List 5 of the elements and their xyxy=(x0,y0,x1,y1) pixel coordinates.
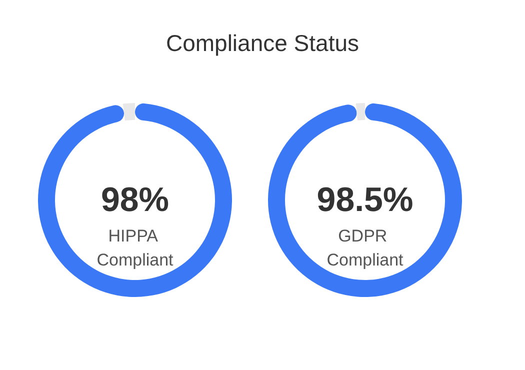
chart-title: Compliance Status xyxy=(164,30,360,57)
data-label: 98.5% xyxy=(316,181,414,219)
text: GDPR Compliant xyxy=(326,226,404,270)
text: HIPPA Compliant xyxy=(96,226,174,270)
data-label: 98% xyxy=(100,181,170,219)
